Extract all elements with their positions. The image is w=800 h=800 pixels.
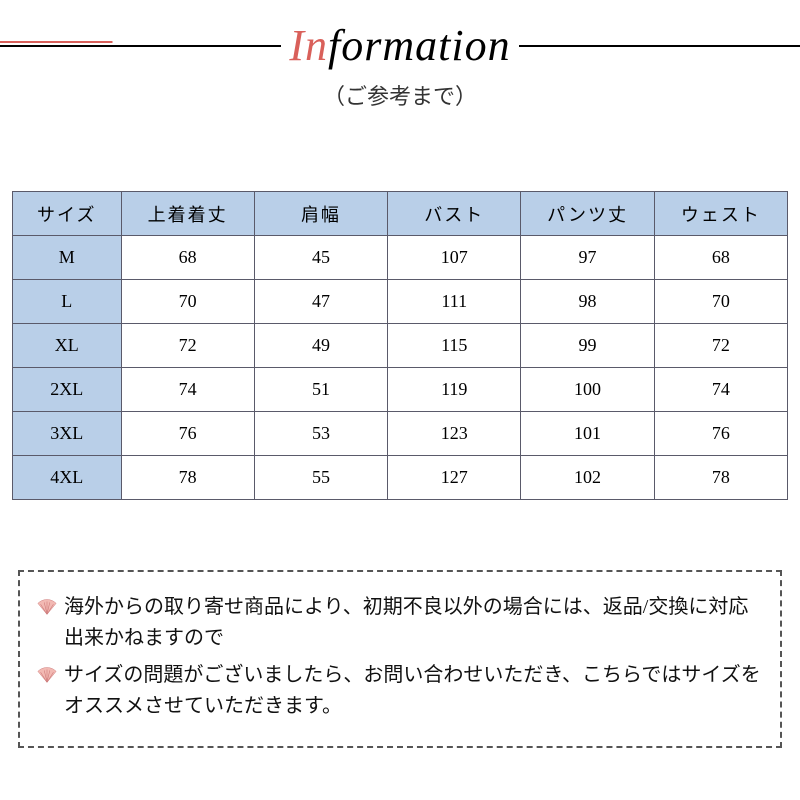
- notes-box: 海外からの取り寄せ商品により、初期不良以外の場合には、返品/交換に対応出来かねま…: [18, 570, 782, 748]
- divider-right: [519, 45, 800, 47]
- table-header-cell: パンツ丈: [521, 192, 654, 236]
- data-cell: 68: [121, 236, 254, 280]
- data-cell: 51: [254, 368, 387, 412]
- note-text: 海外からの取り寄せ商品により、初期不良以外の場合には、返品/交換に対応出来かねま…: [64, 592, 764, 654]
- data-cell: 101: [521, 412, 654, 456]
- divider-left: [0, 45, 281, 47]
- data-cell: 98: [521, 280, 654, 324]
- title-main: formation: [328, 21, 511, 70]
- data-cell: 123: [388, 412, 521, 456]
- data-cell: 99: [521, 324, 654, 368]
- data-cell: 72: [121, 324, 254, 368]
- table-body: M68451079768L70471119870XL724911599722XL…: [13, 236, 788, 500]
- size-cell: 2XL: [13, 368, 122, 412]
- header-section: Information （ご参考まで）: [0, 0, 800, 111]
- fan-icon: [36, 664, 58, 686]
- size-table-wrap: サイズ上着着丈肩幅バストパンツ丈ウェスト M68451079768L704711…: [12, 191, 788, 500]
- table-header-cell: 上着着丈: [121, 192, 254, 236]
- table-row: L70471119870: [13, 280, 788, 324]
- note-item: サイズの問題がございましたら、お問い合わせいただき、こちらではサイズをオススメさ…: [36, 660, 764, 722]
- data-cell: 70: [654, 280, 787, 324]
- size-table: サイズ上着着丈肩幅バストパンツ丈ウェスト M68451079768L704711…: [12, 191, 788, 500]
- data-cell: 76: [654, 412, 787, 456]
- data-cell: 47: [254, 280, 387, 324]
- data-cell: 78: [121, 456, 254, 500]
- table-header-cell: 肩幅: [254, 192, 387, 236]
- page-title: Information: [289, 20, 510, 71]
- size-cell: M: [13, 236, 122, 280]
- title-accent: In: [289, 21, 328, 70]
- data-cell: 72: [654, 324, 787, 368]
- table-header-cell: バスト: [388, 192, 521, 236]
- table-row: 3XL765312310176: [13, 412, 788, 456]
- data-cell: 74: [121, 368, 254, 412]
- note-text: サイズの問題がございましたら、お問い合わせいただき、こちらではサイズをオススメさ…: [64, 660, 764, 722]
- size-cell: 4XL: [13, 456, 122, 500]
- data-cell: 49: [254, 324, 387, 368]
- data-cell: 111: [388, 280, 521, 324]
- data-cell: 78: [654, 456, 787, 500]
- data-cell: 102: [521, 456, 654, 500]
- data-cell: 74: [654, 368, 787, 412]
- data-cell: 119: [388, 368, 521, 412]
- size-cell: 3XL: [13, 412, 122, 456]
- subtitle: （ご参考まで）: [0, 79, 800, 111]
- table-header-cell: サイズ: [13, 192, 122, 236]
- table-row: XL72491159972: [13, 324, 788, 368]
- table-row: M68451079768: [13, 236, 788, 280]
- table-row: 2XL745111910074: [13, 368, 788, 412]
- table-row: 4XL785512710278: [13, 456, 788, 500]
- data-cell: 76: [121, 412, 254, 456]
- data-cell: 97: [521, 236, 654, 280]
- size-cell: L: [13, 280, 122, 324]
- note-item: 海外からの取り寄せ商品により、初期不良以外の場合には、返品/交換に対応出来かねま…: [36, 592, 764, 654]
- data-cell: 127: [388, 456, 521, 500]
- data-cell: 107: [388, 236, 521, 280]
- size-cell: XL: [13, 324, 122, 368]
- data-cell: 115: [388, 324, 521, 368]
- data-cell: 45: [254, 236, 387, 280]
- data-cell: 100: [521, 368, 654, 412]
- title-row: Information: [0, 20, 800, 71]
- data-cell: 53: [254, 412, 387, 456]
- table-header-row: サイズ上着着丈肩幅バストパンツ丈ウェスト: [13, 192, 788, 236]
- table-header-cell: ウェスト: [654, 192, 787, 236]
- fan-icon: [36, 596, 58, 618]
- data-cell: 68: [654, 236, 787, 280]
- data-cell: 55: [254, 456, 387, 500]
- data-cell: 70: [121, 280, 254, 324]
- table-head: サイズ上着着丈肩幅バストパンツ丈ウェスト: [13, 192, 788, 236]
